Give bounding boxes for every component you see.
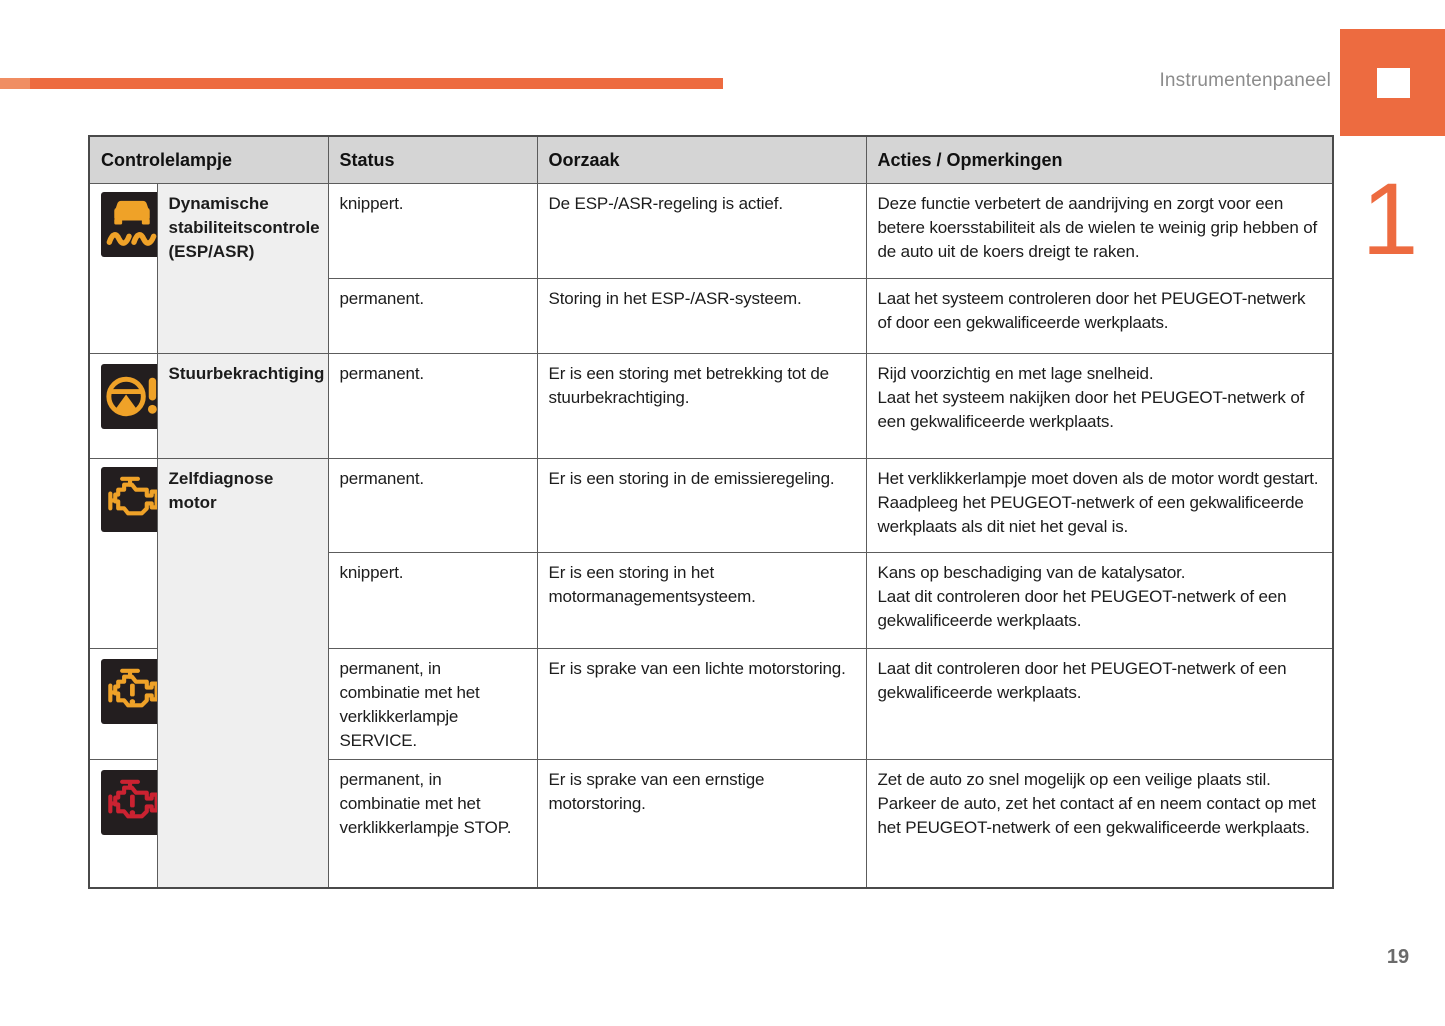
indicator-lamp-cell xyxy=(88,647,158,760)
accent-bar-tip xyxy=(0,78,30,89)
indicator-lamp-cell xyxy=(88,182,158,354)
header-controlelampje: Controlelampje xyxy=(88,135,329,184)
action-cell: Deze functie verbetert de aandrijving en… xyxy=(865,182,1334,279)
action-cell: Het verklikkerlampje moet doven als de m… xyxy=(865,457,1334,553)
action-cell: Laat het systeem controleren door het PE… xyxy=(865,277,1334,354)
chapter-number: 1 xyxy=(1361,162,1419,276)
page-header-title: Instrumentenpaneel xyxy=(1159,70,1331,91)
header-oorzaak: Oorzaak xyxy=(536,135,867,184)
table-header-row: Controlelampje Status Oorzaak Acties / O… xyxy=(88,135,1334,184)
cause-cell: De ESP-/ASR-regeling is actief. xyxy=(536,182,867,279)
table-row: Stuurbekrachtiging permanent. Er is een … xyxy=(88,352,1334,459)
table-row: permanent, in combinatie met het verklik… xyxy=(88,758,1334,889)
table-row: permanent, in combinatie met het verklik… xyxy=(88,647,1334,760)
lamp-label-cell: Zelfdiagnose motor xyxy=(156,457,329,889)
cause-cell: Storing in het ESP-/ASR-systeem. xyxy=(536,277,867,354)
status-cell: permanent. xyxy=(327,352,538,459)
action-cell: Kans op beschadiging van de katalysator.… xyxy=(865,551,1334,649)
power-steering-lamp-icon xyxy=(101,363,156,429)
cause-cell: Er is een storing met betrekking tot de … xyxy=(536,352,867,459)
chapter-tab xyxy=(1340,29,1445,136)
status-cell: permanent. xyxy=(327,277,538,354)
indicator-lamp-cell xyxy=(88,352,158,459)
engine-diagnostic-lamp-icon xyxy=(101,466,156,532)
cause-cell: Er is sprake van een lichte motorstoring… xyxy=(536,647,867,760)
table-row: knippert. Er is een storing in het motor… xyxy=(89,551,1334,649)
warning-lamps-table: Controlelampje Status Oorzaak Acties / O… xyxy=(88,135,1334,889)
engine-service-warning-lamp-icon xyxy=(101,658,156,724)
status-cell: permanent, in combinatie met het verklik… xyxy=(327,758,538,889)
action-cell: Rijd voorzichtig en met lage snelheid. L… xyxy=(865,352,1334,459)
cause-cell: Er is een storing in het motormanagement… xyxy=(536,551,867,649)
cause-cell: Er is een storing in de emissieregeling. xyxy=(536,457,867,553)
status-cell: permanent, in combinatie met het verklik… xyxy=(327,647,538,760)
status-cell: knippert. xyxy=(327,551,538,649)
header-status: Status xyxy=(327,135,538,184)
chapter-tab-square-icon xyxy=(1377,68,1410,98)
indicator-lamp-cell xyxy=(88,758,158,889)
status-cell: knippert. xyxy=(327,182,538,279)
chapter-accent-bar xyxy=(0,78,723,89)
lamp-label-cell: Stuurbekrachtiging xyxy=(156,352,329,459)
table-row: Zelfdiagnose motor permanent. Er is een … xyxy=(88,457,1334,889)
lamp-label-cell: Dynamische stabiliteitscontrole (ESP/ASR… xyxy=(156,182,329,354)
engine-stop-warning-lamp-icon xyxy=(101,769,156,835)
table-row: permanent. Storing in het ESP-/ASR-syste… xyxy=(89,277,1334,354)
indicator-lamp-cell xyxy=(88,457,158,649)
action-cell: Laat dit controleren door het PEUGEOT-ne… xyxy=(865,647,1334,760)
status-cell: permanent. xyxy=(327,457,538,553)
page-number: 19 xyxy=(1386,946,1410,968)
cause-cell: Er is sprake van een ernstige motorstori… xyxy=(536,758,867,889)
table-row: Dynamische stabiliteitscontrole (ESP/ASR… xyxy=(88,182,1334,354)
action-cell: Zet de auto zo snel mogelijk op een veil… xyxy=(865,758,1334,889)
header-acties: Acties / Opmerkingen xyxy=(865,135,1334,184)
esp-asr-lamp-icon xyxy=(101,191,156,257)
